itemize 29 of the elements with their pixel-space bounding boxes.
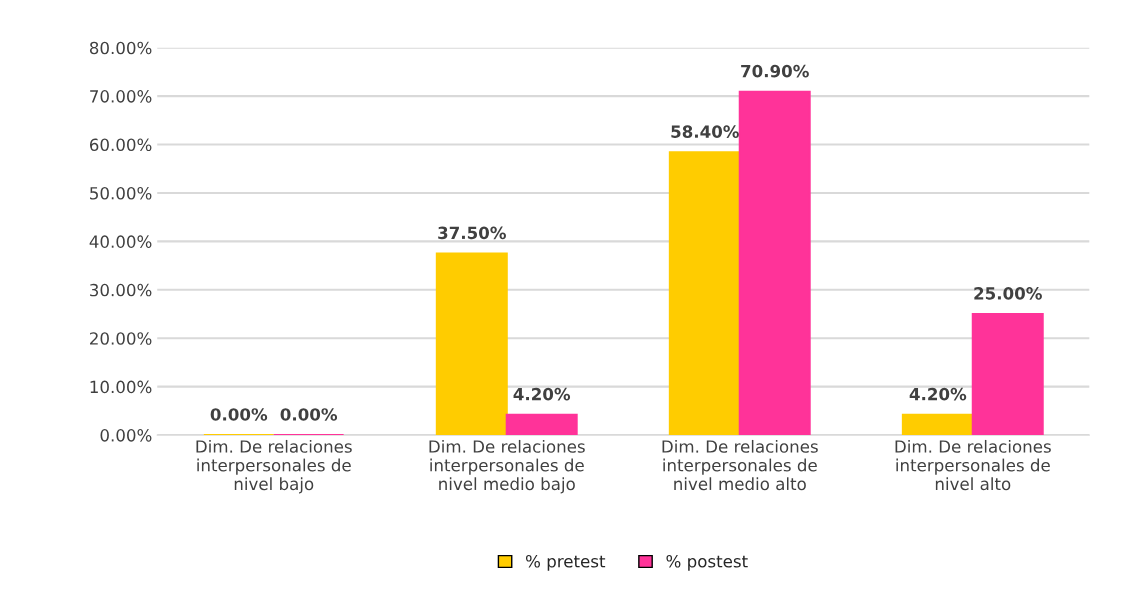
x-tick-label: Dim. De relaciones interpersonales de nivel alto: [895, 439, 1051, 491]
y-tick-label: 70.00%: [90, 90, 152, 103]
bar: [505, 413, 578, 436]
y-tick-label: 30.00%: [90, 283, 152, 297]
x-tick-label: Dim. De relaciones interpersonales de nivel bajo: [196, 439, 352, 494]
data-label: 0.00%: [280, 408, 338, 421]
legend-label: % pretest: [525, 554, 606, 571]
bar: [435, 252, 508, 436]
y-tick-label: 60.00%: [89, 138, 152, 152]
data-label: 25.00%: [974, 287, 1042, 300]
bar: [971, 312, 1044, 436]
data-label: 4.20%: [513, 387, 571, 401]
data-label: 4.20%: [909, 387, 967, 401]
y-tick-label: 20.00%: [90, 332, 152, 345]
data-label: 70.90%: [741, 64, 809, 78]
legend-label: % postest: [666, 554, 748, 571]
x-tick-label: Dim. De relaciones interpersonales de nivel medio alto: [662, 439, 818, 491]
bar: [901, 413, 974, 436]
y-tick-label: 80.00%: [89, 41, 152, 55]
bar: [668, 151, 741, 436]
bar: [738, 90, 811, 436]
y-tick-label: 10.00%: [90, 380, 152, 394]
y-tick-label: 40.00%: [89, 235, 152, 248]
data-label: 0.00%: [210, 408, 268, 421]
data-label: 58.40%: [671, 125, 739, 138]
x-tick-label: Dim. De relaciones interpersonales de nivel medio bajo: [429, 439, 585, 494]
data-label: 37.50%: [438, 226, 506, 240]
y-tick-label: 0.00%: [100, 429, 152, 442]
y-tick-label: 50.00%: [90, 186, 152, 200]
